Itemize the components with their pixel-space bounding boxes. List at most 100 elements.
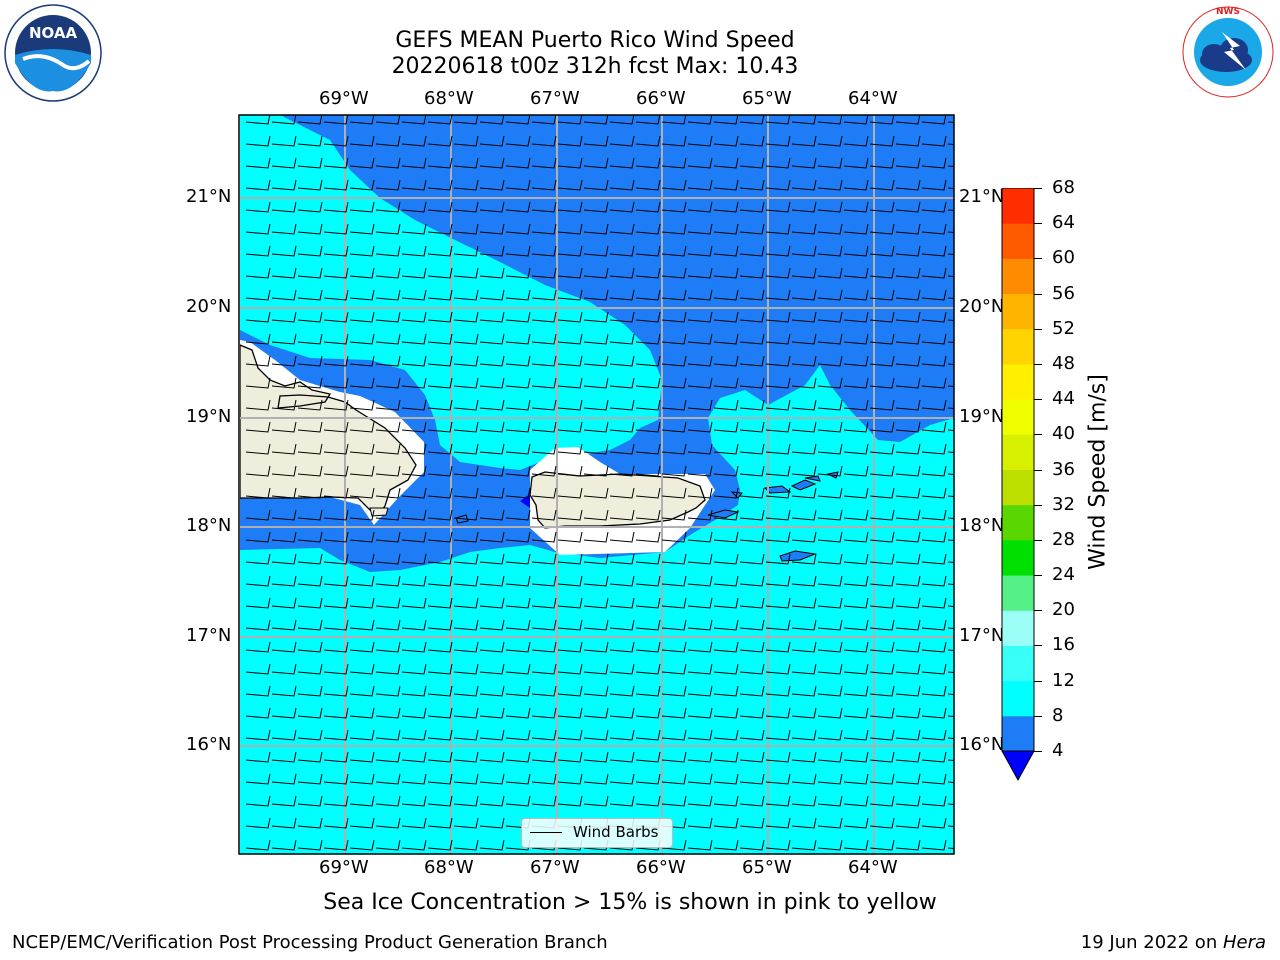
wind-barb (791, 399, 817, 411)
wind-barb (765, 575, 791, 587)
wind-barb (895, 157, 921, 169)
noaa-logo-text: NOAA (29, 24, 78, 42)
wind-barb (375, 729, 401, 741)
lat-label-right: 20°N (959, 296, 1005, 317)
wind-barb (791, 575, 817, 587)
wind-barb (609, 135, 635, 147)
wind-barb (557, 619, 583, 631)
wind-barb (297, 421, 323, 433)
colorbar-tick-label: 40 (1052, 423, 1075, 445)
wind-barb (739, 619, 765, 631)
wind-barb (505, 663, 531, 675)
wind-barb (661, 729, 687, 741)
colorbar-tick (1034, 434, 1042, 436)
wind-barb (661, 663, 687, 675)
colorbar-segment (1002, 539, 1034, 576)
wind-barb (635, 311, 661, 323)
wind-barb (661, 289, 687, 301)
wind-barb (843, 333, 869, 345)
wind-barb (687, 377, 713, 389)
wind-barb (349, 487, 375, 499)
run-machine: Hera (1222, 932, 1266, 953)
wind-barb (349, 179, 375, 191)
wind-barb (661, 531, 687, 543)
wind-barb (921, 267, 947, 279)
wind-barb (245, 267, 271, 279)
wind-barb (661, 179, 687, 191)
wind-barb (843, 597, 869, 609)
wind-barb (895, 135, 921, 147)
wind-barb (297, 729, 323, 741)
wind-barb (895, 685, 921, 697)
wind-barb (817, 399, 843, 411)
wind-barb (349, 641, 375, 653)
wind-barb-legend-line (530, 832, 562, 833)
wind-barb (323, 267, 349, 279)
wind-barb (765, 619, 791, 631)
wind-barb (297, 333, 323, 345)
wind-barb (323, 597, 349, 609)
wind-barb (713, 421, 739, 433)
wind-barb (921, 795, 947, 807)
wind-barb (375, 553, 401, 565)
wind-barb (245, 333, 271, 345)
wind-barb (505, 641, 531, 653)
colorbar-segment (1002, 610, 1034, 646)
wind-barb (531, 201, 557, 213)
wind-barb (843, 553, 869, 565)
wind-barb (271, 839, 297, 851)
wind-barb (557, 729, 583, 741)
wind-barb (375, 223, 401, 235)
wind-barb (713, 597, 739, 609)
wind-barb (791, 817, 817, 829)
wind-barb (271, 597, 297, 609)
wind-barb (843, 531, 869, 543)
wind-barb (921, 773, 947, 785)
wind-barb (505, 289, 531, 301)
wind-barb (635, 663, 661, 675)
wind-barb (609, 707, 635, 719)
wind-barb (713, 443, 739, 455)
wind-barb (921, 223, 947, 235)
wind-barb (609, 531, 635, 543)
wind-barb (869, 115, 895, 125)
wind-barb (869, 355, 895, 367)
wind-barb (271, 465, 297, 477)
wind-barb (453, 773, 479, 785)
wind-barb (245, 201, 271, 213)
wind-barb (245, 421, 271, 433)
wind-barb (401, 465, 427, 477)
wind-barb (505, 729, 531, 741)
wind-barb (375, 179, 401, 191)
wind-barb (895, 795, 921, 807)
wind-barb (791, 751, 817, 763)
wind-barb (375, 575, 401, 587)
wind-barb (375, 685, 401, 697)
wind-barb (245, 663, 271, 675)
wind-barb (921, 839, 947, 851)
lon-label-bottom: 68°W (424, 857, 474, 878)
wind-barb (297, 773, 323, 785)
wind-barb (557, 685, 583, 697)
wind-barb (817, 267, 843, 279)
wind-barb (323, 619, 349, 631)
wind-barb (583, 597, 609, 609)
colorbar-tick-label: 48 (1052, 352, 1075, 374)
wind-barb (323, 179, 349, 191)
wind-barb (531, 355, 557, 367)
wind-barb (609, 157, 635, 169)
wind-barb (297, 707, 323, 719)
wind-barb (921, 135, 947, 147)
wind-barb (817, 245, 843, 257)
wind-barb (765, 597, 791, 609)
wind-barb (609, 773, 635, 785)
wind-barb (375, 157, 401, 169)
wind-barb (713, 267, 739, 279)
wind-barb (661, 377, 687, 389)
wind-barb (843, 201, 869, 213)
wind-barb (609, 289, 635, 301)
wind-barb (453, 531, 479, 543)
wind-barb (583, 223, 609, 235)
wind-barb (453, 377, 479, 389)
wind-barb (375, 311, 401, 323)
